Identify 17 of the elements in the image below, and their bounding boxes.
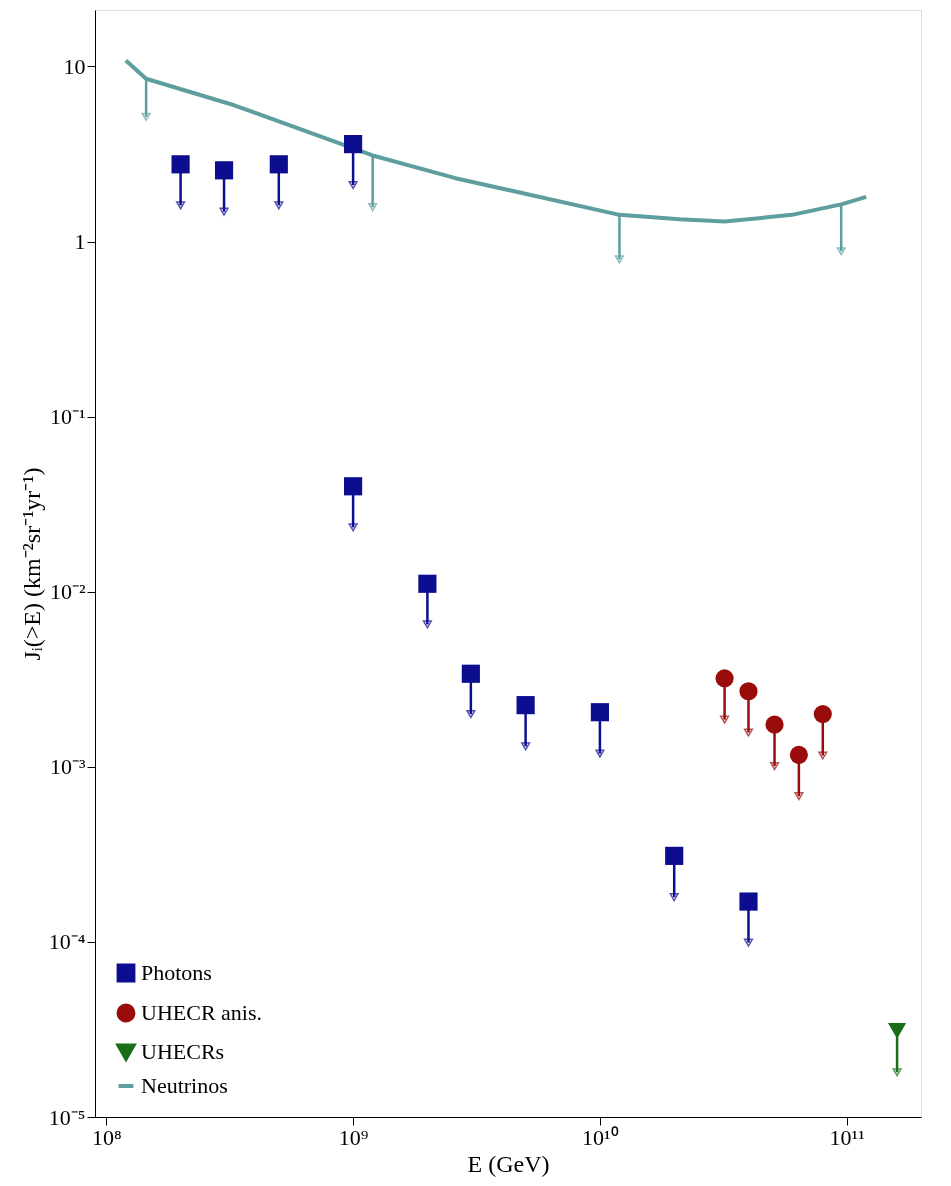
x-tick-label: 10⁸ [91, 1124, 122, 1150]
legend-label: Photons [141, 960, 212, 985]
legend-label: Neutrinos [141, 1073, 228, 1098]
y-tick-label: 10⁻¹ [49, 404, 86, 430]
legend-label: UHECR anis. [141, 1000, 262, 1025]
y-tick-label: 10⁻⁵ [48, 1104, 86, 1130]
x-tick-label: 10¹¹ [829, 1124, 865, 1150]
y-tick-label: 10⁻⁴ [48, 929, 86, 955]
y-tick-label: 1 [74, 229, 86, 255]
y-axis-title: Jᵢ(>E) (km⁻²sr⁻¹yr⁻¹) [18, 467, 45, 661]
x-tick-label: 10¹⁰ [582, 1124, 619, 1150]
y-tick-label: 10⁻³ [49, 754, 86, 780]
y-tick-label: 10⁻² [49, 579, 86, 605]
y-tick-label: 10 [63, 53, 86, 79]
legend-label: UHECRs [141, 1039, 225, 1064]
x-axis-title: E (GeV) [467, 1150, 550, 1177]
x-tick-label: 10⁹ [338, 1124, 369, 1150]
